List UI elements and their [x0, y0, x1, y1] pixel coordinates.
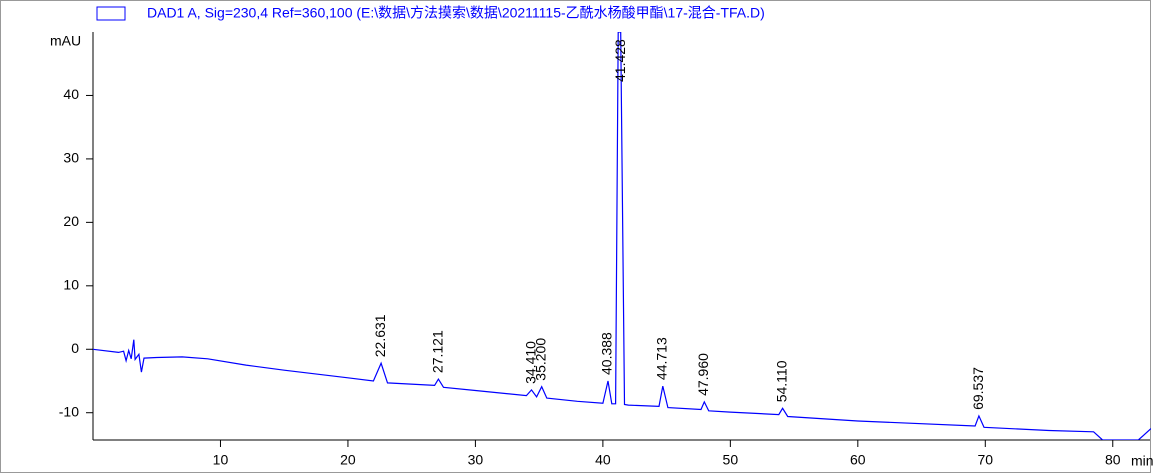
x-tick-label: 40 — [595, 452, 611, 468]
peak-label: 34.410 — [522, 341, 538, 384]
peak-label: 41.428 — [612, 39, 628, 82]
y-tick-label: 0 — [71, 340, 79, 356]
y-tick-label: 20 — [63, 213, 79, 229]
peak-label: 69.537 — [970, 367, 986, 410]
peak-label: 47.960 — [695, 353, 711, 396]
trace — [93, 32, 1151, 440]
y-tick-label: 30 — [63, 150, 79, 166]
x-tick-label: 60 — [850, 452, 866, 468]
peak-label: 22.631 — [372, 314, 388, 357]
legend-text: DAD1 A, Sig=230,4 Ref=360,100 (E:\数据\方法摸… — [147, 5, 765, 21]
peak-label: 40.388 — [599, 332, 615, 375]
peak-label: 35.200 — [532, 338, 548, 381]
x-unit: min — [1131, 453, 1154, 469]
peak-label: 54.110 — [773, 360, 789, 402]
peak-label: 44.713 — [654, 337, 670, 380]
peak-label: 27.121 — [429, 330, 445, 373]
y-tick-label: 40 — [63, 86, 79, 102]
x-tick-label: 50 — [723, 452, 739, 468]
x-tick-label: 30 — [468, 452, 484, 468]
y-tick-label: -10 — [59, 403, 79, 419]
x-tick-label: 10 — [213, 452, 229, 468]
legend-swatch — [96, 6, 126, 21]
x-tick-label: 70 — [978, 452, 994, 468]
x-tick-label: 20 — [340, 452, 356, 468]
y-tick-label: 10 — [63, 277, 79, 293]
y-unit: mAU — [50, 33, 81, 49]
x-tick-label: 80 — [1105, 452, 1121, 468]
